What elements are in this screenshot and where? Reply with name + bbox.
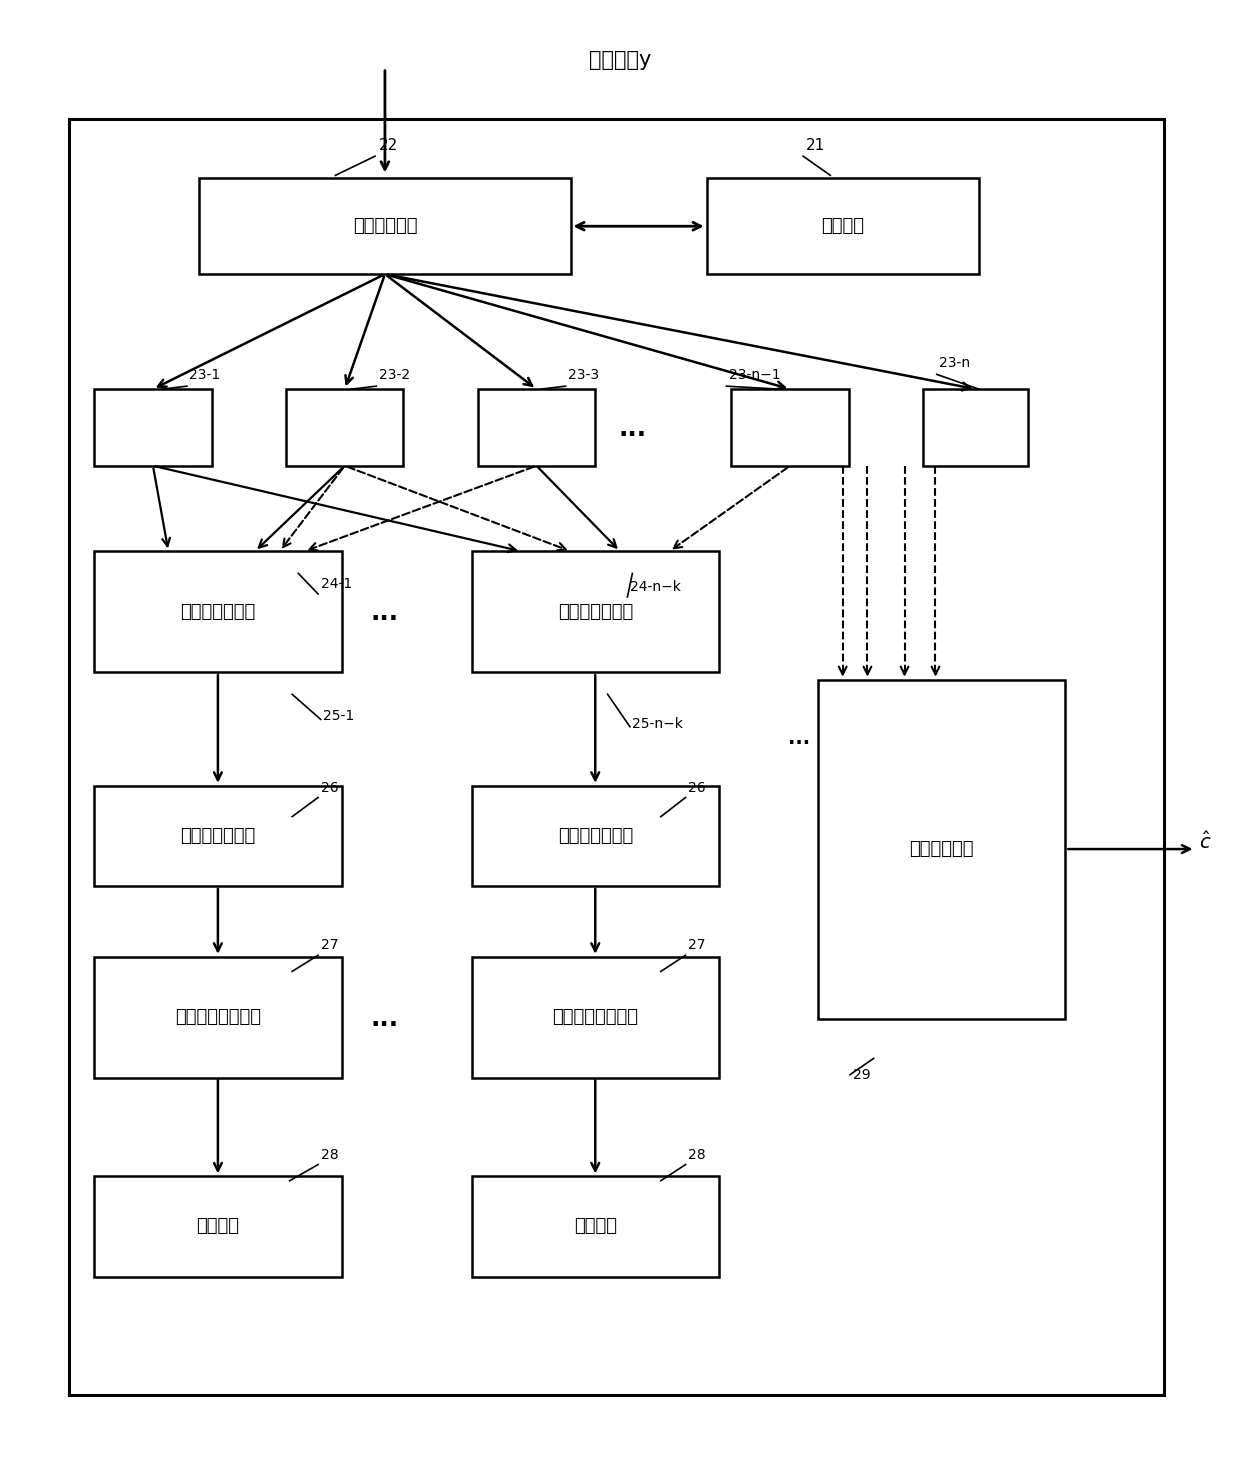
Text: 26: 26 [321,780,339,795]
Text: ...: ... [789,730,811,747]
Text: 24-n−k: 24-n−k [630,580,681,594]
Text: $\hat{c}$: $\hat{c}$ [1199,830,1211,852]
Text: 消息预排序单元: 消息预排序单元 [558,603,632,620]
FancyBboxPatch shape [69,120,1164,1394]
Text: 23-2: 23-2 [378,368,410,381]
FancyBboxPatch shape [94,1176,342,1276]
Text: ...: ... [371,1007,399,1031]
FancyBboxPatch shape [471,551,719,672]
Text: 存储单元: 存储单元 [821,217,864,235]
FancyBboxPatch shape [286,388,403,465]
FancyBboxPatch shape [200,179,570,275]
Text: 29: 29 [853,1068,870,1081]
Text: 26: 26 [688,780,706,795]
Text: 23-n: 23-n [939,356,971,369]
Text: 去相关和置换单元: 去相关和置换单元 [175,1009,260,1027]
Text: 21: 21 [806,139,825,154]
Text: ...: ... [371,601,399,625]
FancyBboxPatch shape [923,388,1028,465]
Text: 27: 27 [688,938,706,953]
FancyBboxPatch shape [471,957,719,1078]
FancyBboxPatch shape [94,551,342,672]
Text: 22: 22 [378,139,398,154]
Text: 23-3: 23-3 [568,368,599,381]
FancyBboxPatch shape [732,388,849,465]
FancyBboxPatch shape [94,957,342,1078]
Text: 27: 27 [321,938,339,953]
FancyBboxPatch shape [477,388,595,465]
Text: 23-1: 23-1 [190,368,221,381]
FancyBboxPatch shape [471,1176,719,1276]
Text: 去相关和置换单元: 去相关和置换单元 [552,1009,639,1027]
Text: 接收序列y: 接收序列y [589,50,651,71]
Text: 信号估计单元: 信号估计单元 [909,840,973,858]
Text: 校正子计算单元: 校正子计算单元 [558,827,632,845]
Text: 25-1: 25-1 [324,709,355,724]
Text: 25-n−k: 25-n−k [632,716,683,731]
FancyBboxPatch shape [471,786,719,886]
Text: 23-n−1: 23-n−1 [729,368,780,381]
FancyBboxPatch shape [94,388,212,465]
Text: 校正子计算单元: 校正子计算单元 [180,827,255,845]
Text: 消息预排序单元: 消息预排序单元 [180,603,255,620]
Text: 24-1: 24-1 [321,578,352,591]
Text: 选择单元: 选择单元 [196,1217,239,1235]
FancyBboxPatch shape [94,786,342,886]
Text: 数据处理单元: 数据处理单元 [352,217,417,235]
Text: 28: 28 [321,1148,339,1161]
Text: 28: 28 [688,1148,706,1161]
Text: 选择单元: 选择单元 [574,1217,616,1235]
Text: ...: ... [619,417,646,442]
FancyBboxPatch shape [707,179,978,275]
FancyBboxPatch shape [818,679,1065,1019]
